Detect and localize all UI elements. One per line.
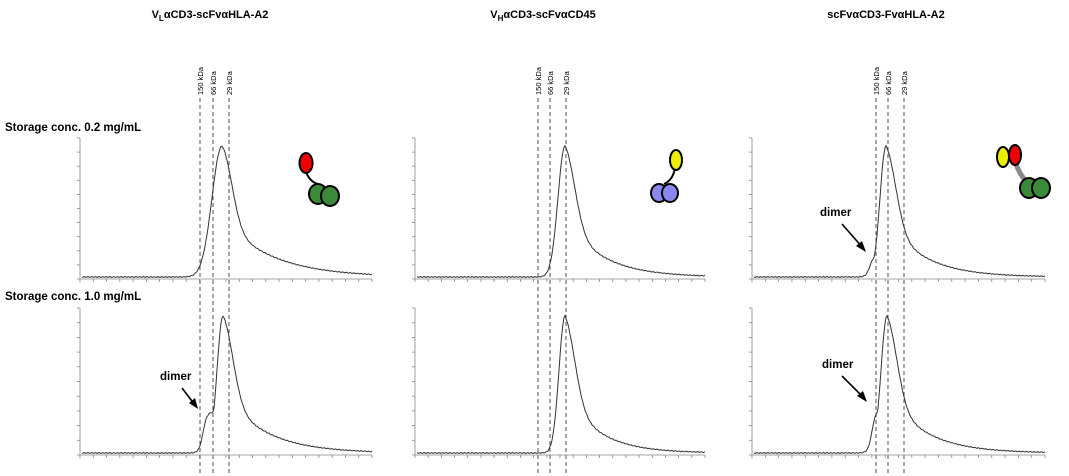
arrowhead [856,241,866,252]
marker-label: 150 kDa [872,66,881,95]
trace [81,145,373,278]
marker-label: 29 kDa [562,70,571,95]
trace [753,144,1046,278]
row-label: Storage conc. 0.2 mg/mL [5,122,141,134]
molecule-icon [996,144,1051,199]
annotation: dimer [160,371,192,383]
arrowhead [857,391,867,402]
title-subscript: H [498,14,504,23]
arrowhead [189,398,198,409]
marker-label: 66 kDa [209,70,218,95]
molecule-icon [650,149,683,203]
annotation: dimer [820,207,852,219]
column-title: scFvαCD3-FvαHLA-A2 [827,9,944,21]
column-title: VLαCD3-scFvαHLA-A2 [152,9,269,23]
molecule-icon [298,152,340,207]
marker-label: 150 kDa [196,66,205,95]
trace [416,314,706,454]
trace [753,314,1046,454]
marker-label: 150 kDa [534,66,543,95]
annotation: dimer [822,359,854,371]
marker-label: 66 kDa [546,70,555,95]
title-part: V [490,9,498,21]
title-part: V [152,9,160,21]
marker-label: 29 kDa [225,70,234,95]
row-label: Storage conc. 1.0 mg/mL [5,291,141,303]
column-title: VHαCD3-scFvαCD45 [490,9,596,23]
title-subscript: L [159,14,164,23]
title-part: αCD3-scFvαHLA-A2 [164,9,269,21]
trace [81,315,373,454]
trace [416,144,706,278]
marker-label: 66 kDa [884,70,893,95]
marker-label: 29 kDa [900,70,909,95]
title-part: αCD3-scFvαCD45 [503,9,595,21]
